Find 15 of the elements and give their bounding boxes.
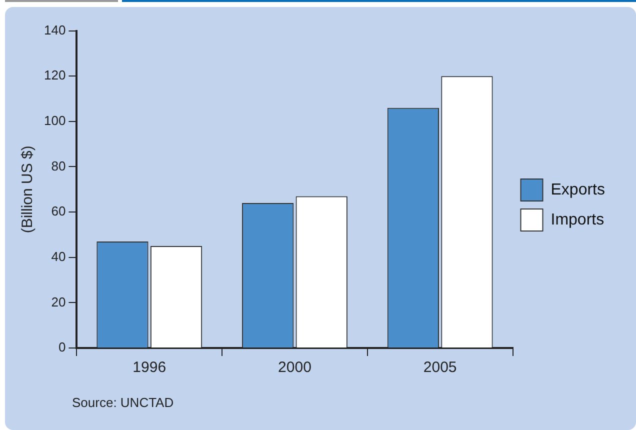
- y-tick-label: 140: [44, 22, 66, 38]
- y-tick-label: 0: [58, 340, 66, 355]
- y-tick-label: 20: [51, 294, 66, 310]
- source-note: Source: UNCTAD: [72, 395, 174, 410]
- legend-label: Exports: [550, 181, 606, 198]
- y-tick-label: 120: [44, 68, 66, 83]
- x-tick-label: 1996: [132, 359, 166, 376]
- y-tick-label: 80: [51, 158, 66, 174]
- y-axis-title: (Billion US $): [19, 146, 36, 234]
- x-tick-label: 2000: [278, 359, 312, 376]
- y-tick-label: 100: [44, 113, 66, 128]
- y-tick-label: 60: [51, 204, 66, 219]
- x-tick-label: 2005: [423, 359, 457, 376]
- legend-label: Imports: [550, 211, 604, 228]
- y-tick-label: 40: [51, 248, 66, 264]
